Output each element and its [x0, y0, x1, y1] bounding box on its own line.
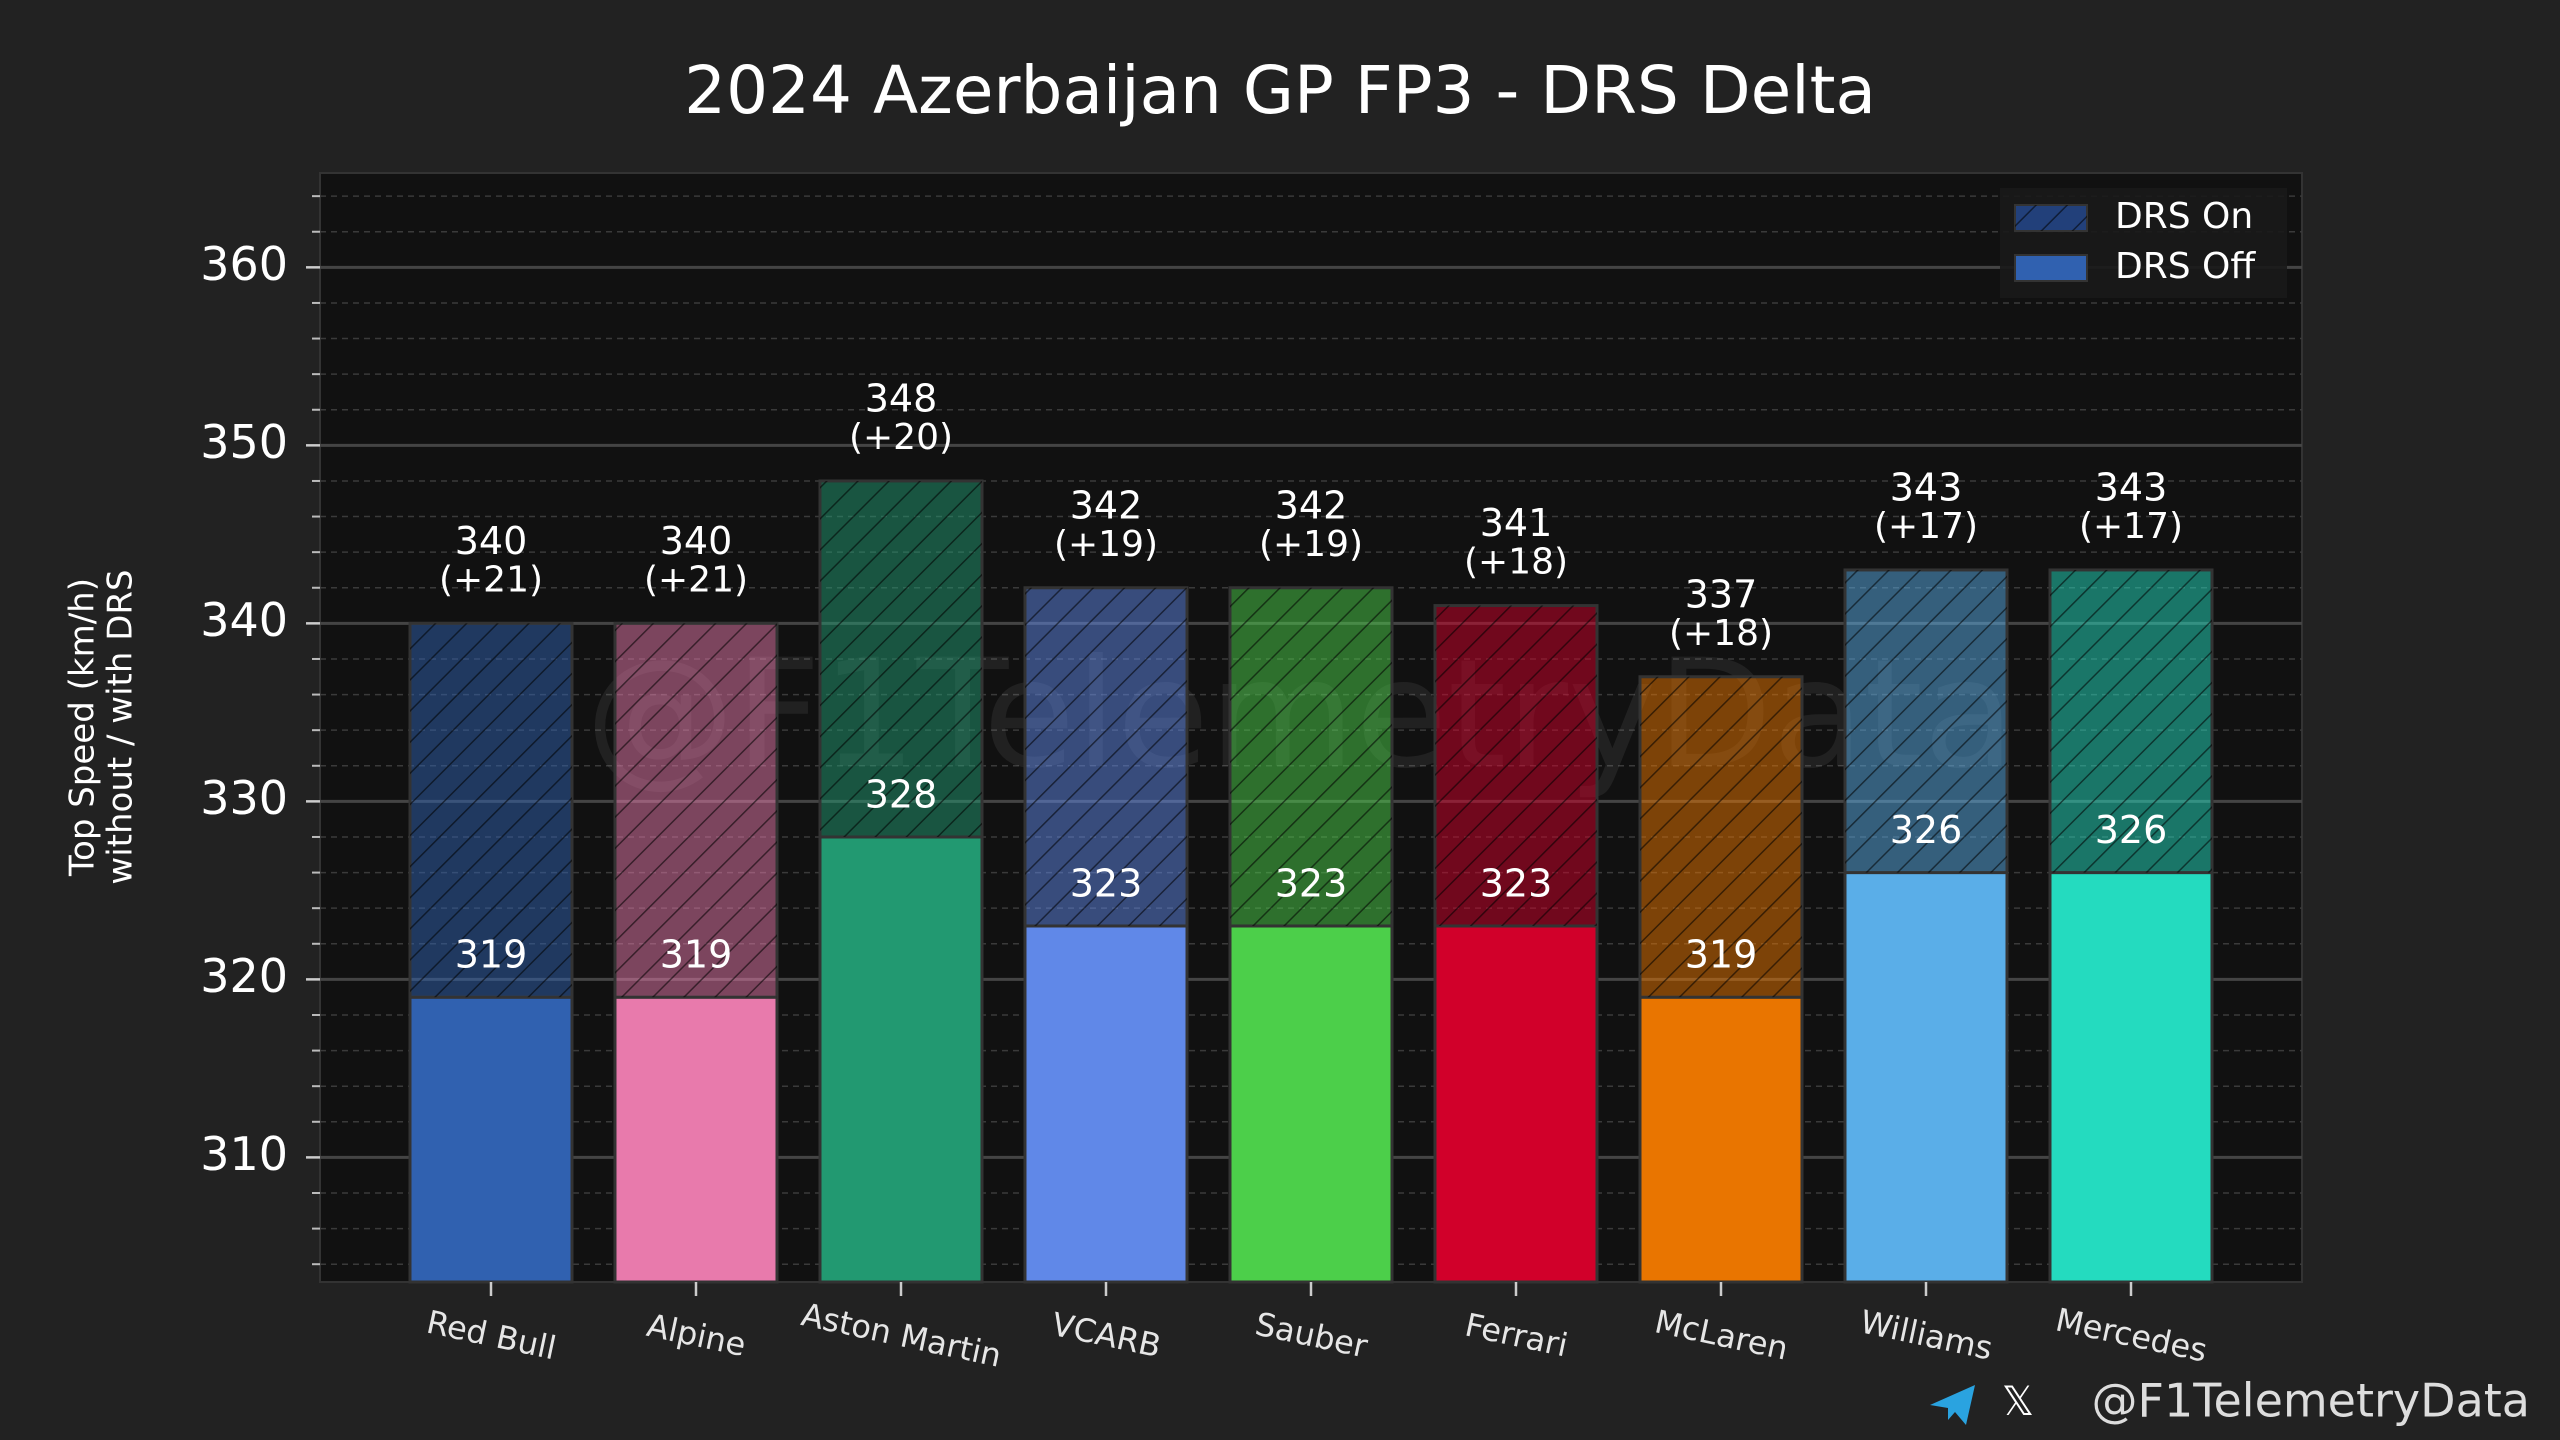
bar-hatch: [615, 623, 777, 998]
delta-label: (+19): [1054, 524, 1158, 565]
delta-label: (+21): [439, 559, 543, 600]
total-label: 340: [660, 519, 733, 563]
chart-title: 2024 Azerbaijan GP FP3 - DRS Delta: [684, 52, 1876, 129]
y-tick-label: 350: [200, 415, 288, 469]
bar-drs-off: [1228, 924, 1394, 1284]
total-label: 342: [1275, 483, 1348, 527]
value-label: 319: [660, 933, 733, 977]
bar-drs-off: [1843, 871, 2009, 1284]
bar-drs-off: [613, 995, 779, 1284]
y-tick-label: 320: [200, 949, 288, 1003]
total-label: 343: [1890, 465, 1963, 509]
delta-label: (+20): [849, 417, 953, 458]
bar-drs-off: [1433, 924, 1599, 1284]
delta-label: (+18): [1464, 542, 1568, 583]
y-tick-label: 310: [200, 1127, 288, 1181]
value-label: 326: [1890, 808, 1963, 852]
value-label: 328: [865, 772, 938, 816]
telegram-icon: [1930, 1385, 1975, 1425]
y-tick-label: 330: [200, 771, 288, 825]
bar-drs-off: [2048, 871, 2214, 1284]
legend-swatch: [2014, 254, 2088, 282]
bar-drs-off: [818, 835, 984, 1284]
value-label: 319: [1685, 933, 1758, 977]
y-tick-label: 340: [200, 593, 288, 647]
total-label: 343: [2095, 465, 2168, 509]
value-label: 326: [2095, 808, 2168, 852]
footer-handle: @F1TelemetryData: [2091, 1374, 2530, 1428]
y-label-line: Top Speed (km/h): [63, 578, 103, 877]
value-label: 323: [1070, 861, 1143, 905]
delta-label: (+19): [1259, 524, 1363, 565]
legend-hatch: [2015, 205, 2087, 231]
value-label: 319: [455, 933, 528, 977]
legend: DRS On DRS Off: [2000, 188, 2287, 298]
value-label: 323: [1275, 861, 1348, 905]
legend-label: DRS On: [2115, 196, 2253, 237]
total-label: 337: [1685, 572, 1758, 616]
bar-hatch: [2050, 569, 2212, 873]
delta-label: (+17): [2079, 506, 2183, 547]
delta-label: (+21): [644, 559, 748, 600]
total-label: 342: [1070, 483, 1143, 527]
bar-hatch: [1640, 676, 1802, 998]
delta-label: (+17): [1874, 506, 1978, 547]
bar-hatch: [820, 480, 982, 837]
bar-hatch: [410, 623, 572, 998]
bar-hatch: [1435, 605, 1597, 926]
total-label: 348: [865, 376, 938, 420]
bar-hatch: [1845, 569, 2007, 873]
bar-hatch: [1230, 587, 1392, 926]
bar-drs-off: [1023, 924, 1189, 1284]
bar-drs-off: [1638, 995, 1804, 1284]
total-label: 340: [455, 519, 528, 563]
y-axis-label: Top Speed (km/h) without / with DRS: [63, 569, 141, 884]
footer: 𝕏 @F1TelemetryData: [1930, 1374, 2530, 1428]
x-icon: 𝕏: [2002, 1379, 2034, 1425]
bar-drs-off: [408, 995, 574, 1284]
value-label: 323: [1480, 861, 1553, 905]
legend-label: DRS Off: [2115, 246, 2256, 287]
y-tick-label: 360: [200, 237, 288, 291]
y-label-line: without / with DRS: [101, 569, 141, 884]
total-label: 341: [1480, 501, 1553, 545]
delta-label: (+18): [1669, 613, 1773, 654]
bar-hatch: [1025, 587, 1187, 926]
